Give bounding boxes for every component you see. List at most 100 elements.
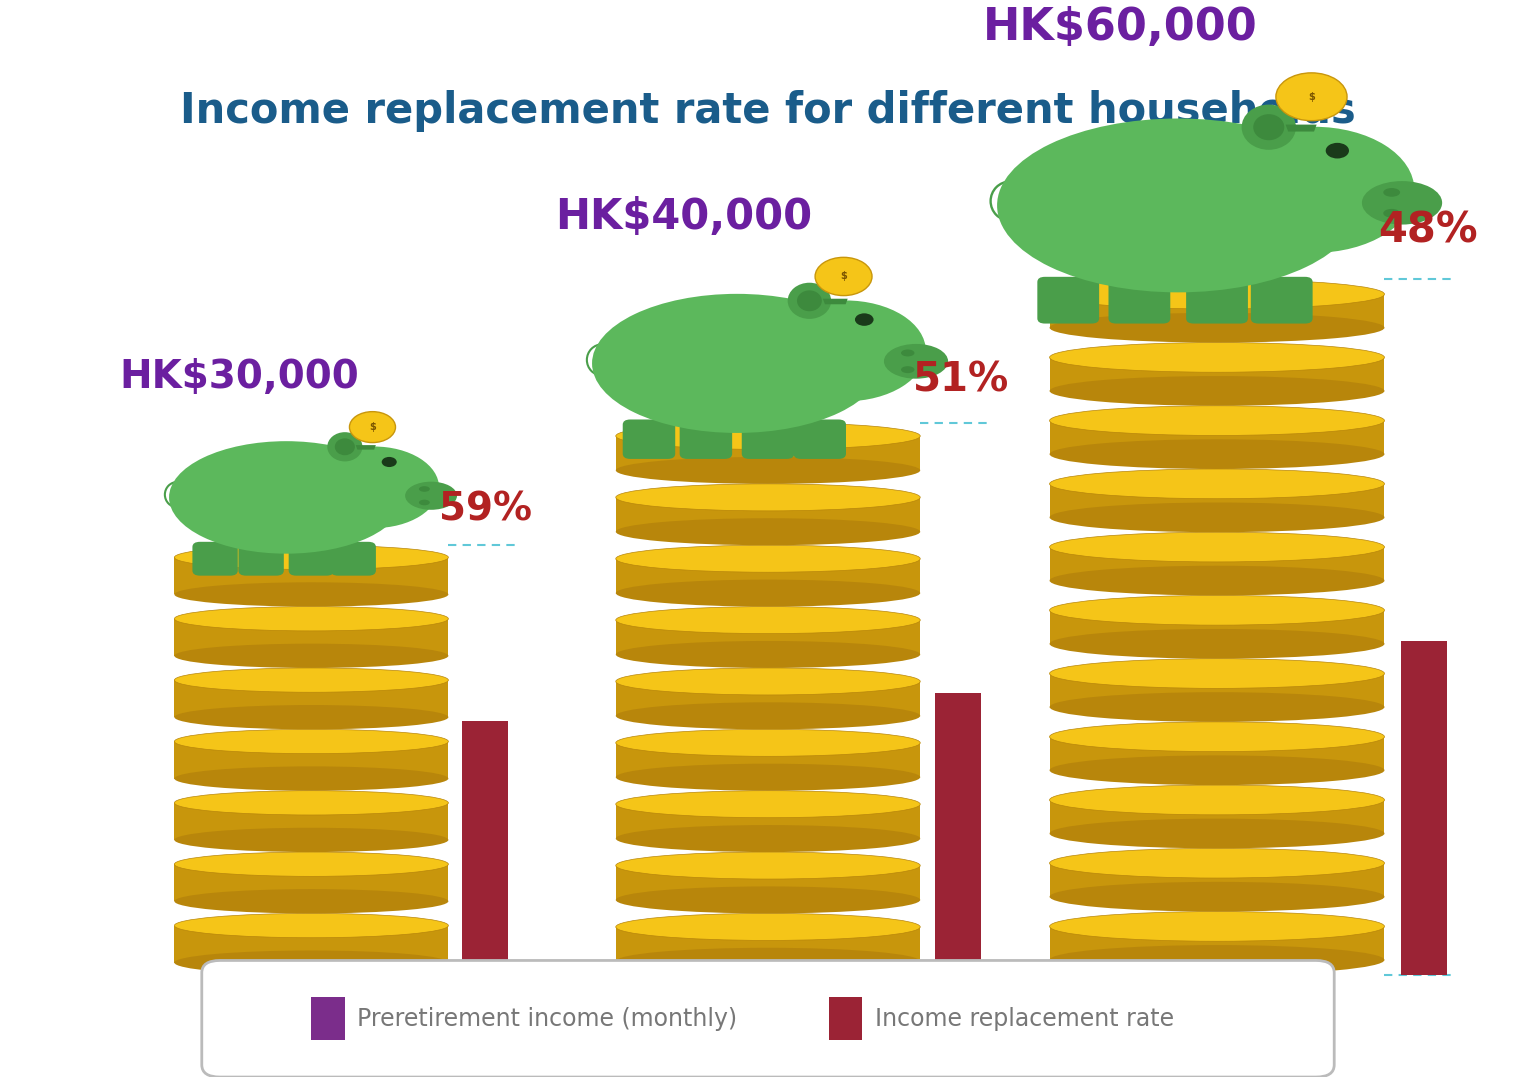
Polygon shape: [616, 804, 920, 839]
Ellipse shape: [175, 914, 449, 938]
Polygon shape: [1049, 610, 1384, 644]
Ellipse shape: [997, 118, 1359, 293]
Polygon shape: [616, 743, 920, 777]
Ellipse shape: [1049, 532, 1384, 562]
Ellipse shape: [1049, 469, 1384, 499]
Ellipse shape: [616, 580, 920, 607]
Ellipse shape: [1384, 209, 1401, 218]
Polygon shape: [1049, 294, 1384, 327]
Text: HK$60,000: HK$60,000: [983, 5, 1258, 49]
Ellipse shape: [175, 582, 449, 607]
Polygon shape: [616, 927, 920, 962]
Polygon shape: [1049, 927, 1384, 960]
Ellipse shape: [1049, 722, 1384, 751]
Ellipse shape: [350, 412, 395, 442]
Polygon shape: [1286, 125, 1316, 131]
Polygon shape: [1049, 800, 1384, 834]
Text: 48%: 48%: [1378, 209, 1478, 251]
Ellipse shape: [616, 730, 920, 757]
Ellipse shape: [616, 423, 920, 450]
Ellipse shape: [175, 828, 449, 852]
Ellipse shape: [406, 481, 458, 509]
Ellipse shape: [797, 291, 822, 311]
Ellipse shape: [175, 644, 449, 668]
Ellipse shape: [816, 257, 872, 296]
Ellipse shape: [175, 705, 449, 730]
Polygon shape: [616, 558, 920, 593]
Ellipse shape: [1049, 376, 1384, 405]
Polygon shape: [616, 682, 920, 715]
Ellipse shape: [175, 668, 449, 693]
Ellipse shape: [169, 441, 404, 554]
Polygon shape: [175, 557, 449, 594]
Ellipse shape: [1326, 143, 1349, 158]
Polygon shape: [616, 498, 920, 532]
Ellipse shape: [327, 433, 362, 462]
Ellipse shape: [616, 641, 920, 668]
Ellipse shape: [616, 545, 920, 572]
Bar: [829, 997, 862, 1041]
Ellipse shape: [1049, 280, 1384, 309]
Polygon shape: [1049, 421, 1384, 454]
Ellipse shape: [616, 518, 920, 545]
FancyBboxPatch shape: [679, 420, 733, 459]
Polygon shape: [1049, 673, 1384, 707]
Text: Preretirement income (monthly): Preretirement income (monthly): [356, 1007, 737, 1031]
Ellipse shape: [616, 790, 920, 817]
Ellipse shape: [1049, 405, 1384, 436]
Ellipse shape: [1049, 882, 1384, 912]
Text: $: $: [369, 422, 376, 433]
Ellipse shape: [1049, 343, 1384, 372]
Ellipse shape: [419, 500, 430, 505]
Ellipse shape: [883, 344, 948, 378]
Polygon shape: [616, 865, 920, 900]
FancyBboxPatch shape: [192, 542, 238, 576]
Ellipse shape: [1213, 127, 1415, 253]
Polygon shape: [175, 926, 449, 963]
Ellipse shape: [856, 313, 874, 326]
Ellipse shape: [1049, 439, 1384, 469]
FancyBboxPatch shape: [742, 420, 794, 459]
Polygon shape: [175, 803, 449, 840]
Ellipse shape: [616, 887, 920, 914]
Ellipse shape: [1049, 785, 1384, 815]
FancyBboxPatch shape: [622, 420, 676, 459]
Polygon shape: [1049, 547, 1384, 581]
Ellipse shape: [1049, 566, 1384, 595]
Ellipse shape: [175, 730, 449, 753]
Ellipse shape: [175, 889, 449, 914]
Polygon shape: [616, 436, 920, 470]
Ellipse shape: [175, 766, 449, 790]
Ellipse shape: [1049, 503, 1384, 532]
FancyBboxPatch shape: [1186, 276, 1247, 323]
Text: Income replacement rate: Income replacement rate: [874, 1007, 1174, 1031]
Ellipse shape: [616, 764, 920, 790]
Bar: [935, 693, 982, 975]
Ellipse shape: [788, 283, 831, 319]
Bar: [462, 721, 508, 975]
Ellipse shape: [1049, 313, 1384, 343]
Text: HK$30,000: HK$30,000: [120, 358, 359, 396]
Ellipse shape: [1049, 595, 1384, 625]
Polygon shape: [175, 680, 449, 718]
Polygon shape: [1049, 863, 1384, 896]
Ellipse shape: [1384, 188, 1401, 196]
Polygon shape: [616, 620, 920, 655]
Text: 59%: 59%: [439, 490, 533, 528]
FancyBboxPatch shape: [794, 420, 846, 459]
Polygon shape: [823, 299, 848, 305]
Polygon shape: [175, 741, 449, 778]
Ellipse shape: [616, 914, 920, 941]
FancyBboxPatch shape: [1250, 276, 1313, 323]
Text: Income replacement rate for different households: Income replacement rate for different ho…: [180, 90, 1356, 132]
Polygon shape: [1049, 737, 1384, 771]
Ellipse shape: [175, 951, 449, 975]
Ellipse shape: [902, 349, 914, 357]
Bar: [312, 997, 346, 1041]
Ellipse shape: [616, 702, 920, 730]
Ellipse shape: [1049, 693, 1384, 722]
Ellipse shape: [616, 852, 920, 879]
Ellipse shape: [419, 486, 430, 492]
Ellipse shape: [1049, 945, 1384, 975]
Ellipse shape: [335, 438, 355, 455]
